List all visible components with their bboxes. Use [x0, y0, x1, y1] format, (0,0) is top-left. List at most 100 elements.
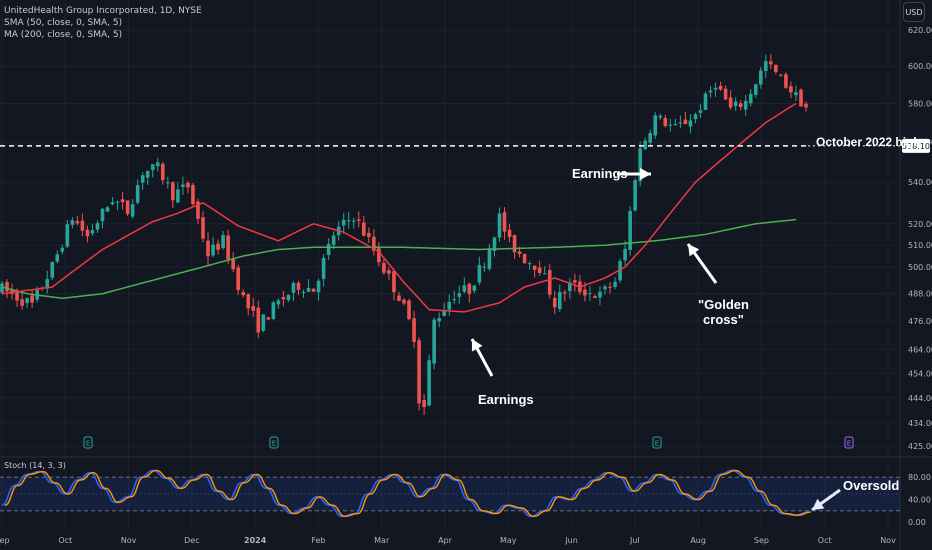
- price-tick-label: 454.00: [908, 369, 932, 378]
- candle-body: [527, 263, 532, 265]
- candle-body: [452, 299, 457, 301]
- candle-body: [387, 270, 391, 274]
- candle-body: [417, 340, 421, 404]
- candle-body: [507, 229, 512, 238]
- stoch-tick-label: 40.00: [908, 496, 931, 505]
- candle-body: [90, 230, 95, 234]
- candle-body: [346, 220, 351, 222]
- candle-body: [25, 298, 29, 303]
- earnings-april-label: Earnings: [478, 392, 534, 407]
- candle-body: [5, 282, 9, 292]
- time-tick-label: May: [500, 536, 517, 545]
- candles: [0, 54, 808, 415]
- candle-body: [125, 200, 130, 214]
- symbol-title: UnitedHealth Group Incorporated, 1D, NYS…: [4, 6, 202, 16]
- candle-body: [351, 220, 356, 222]
- ma200-legend[interactable]: MA (200, close, 0, SMA, 5): [4, 30, 123, 40]
- earnings-marker-icon: [83, 436, 93, 449]
- candle-body: [140, 175, 145, 183]
- stoch-d-line: [4, 469, 812, 518]
- candle-body: [110, 202, 115, 205]
- candle-body: [658, 115, 663, 118]
- candle-body: [663, 117, 668, 127]
- candle-body: [718, 85, 723, 90]
- price-tick-label: 425.00: [908, 442, 932, 451]
- candle-body: [628, 210, 632, 251]
- candle-body: [70, 220, 75, 225]
- time-tick-label: Apr: [438, 536, 453, 545]
- time-tick-label: Mar: [374, 536, 390, 545]
- currency-button[interactable]: USD: [903, 2, 925, 22]
- sma50-legend[interactable]: SMA (50, close, 0, SMA, 5): [4, 18, 123, 28]
- candle-body: [75, 221, 80, 224]
- oct-2022-high-price-tag: [902, 138, 930, 153]
- earnings-marker-label: E: [847, 440, 851, 448]
- candle-body: [286, 294, 291, 301]
- candle-body: [502, 212, 507, 232]
- price-tick-label: 464.00: [908, 345, 932, 354]
- candle-body: [246, 294, 251, 309]
- stoch-legend[interactable]: Stoch (14, 3, 3): [4, 461, 66, 470]
- candle-body: [341, 219, 346, 226]
- candle-body: [713, 87, 718, 90]
- candle-body: [0, 283, 4, 293]
- candle-body: [130, 204, 135, 217]
- candle-body: [588, 293, 592, 295]
- candle-body: [321, 258, 326, 279]
- candle-body: [206, 240, 210, 257]
- earnings-marker-icon: [269, 436, 279, 449]
- earnings-marker-label: E: [86, 440, 90, 448]
- candle-body: [100, 208, 105, 222]
- candle-body: [251, 306, 256, 311]
- candle-body: [563, 292, 567, 294]
- candle-body: [281, 297, 286, 300]
- candle-body: [789, 86, 793, 93]
- candle-body: [472, 285, 477, 291]
- candle-body: [291, 282, 296, 293]
- candle-body: [402, 299, 406, 304]
- candle-body: [532, 265, 537, 270]
- candle-body: [583, 289, 587, 296]
- candle-body: [774, 64, 778, 73]
- candle-body: [155, 162, 160, 167]
- candle-body: [613, 281, 617, 287]
- candle-body: [633, 180, 637, 211]
- golden-cross-arrow-head: [688, 244, 700, 257]
- candle-body: [457, 293, 462, 297]
- candle-body: [693, 114, 698, 120]
- candle-body: [271, 302, 276, 319]
- candle-body: [166, 182, 170, 184]
- candle-body: [241, 292, 245, 296]
- candle-body: [231, 258, 235, 270]
- time-tick-label: Nov: [121, 536, 137, 545]
- candle-body: [678, 122, 683, 124]
- oct-2022-high-label: October 2022 high: [816, 135, 921, 149]
- candle-body: [683, 119, 688, 125]
- candle-body: [537, 267, 542, 274]
- candle-body: [372, 236, 376, 251]
- candle-body: [603, 286, 607, 290]
- candle-body: [618, 261, 622, 281]
- time-tick-label: 2024: [244, 536, 267, 545]
- candle-body: [653, 115, 658, 136]
- candle-body: [65, 224, 70, 247]
- time-tick-label: Sep: [754, 536, 769, 545]
- candle-body: [120, 199, 125, 203]
- candle-body: [623, 248, 627, 261]
- candle-body: [176, 189, 180, 203]
- candle-body: [552, 297, 557, 308]
- candle-body: [397, 295, 401, 301]
- candle-body: [517, 251, 522, 255]
- candle-body: [276, 300, 281, 305]
- candle-body: [779, 74, 783, 76]
- price-tick-label: 434.00: [908, 419, 932, 428]
- candle-body: [226, 235, 230, 260]
- candle-body: [733, 101, 738, 107]
- candle-body: [769, 61, 773, 65]
- candle-body: [135, 185, 140, 203]
- candle-body: [743, 100, 748, 110]
- earnings-april-arrow-head: [471, 339, 483, 352]
- candle-body: [593, 296, 597, 298]
- time-tick-label: Oct: [58, 536, 72, 545]
